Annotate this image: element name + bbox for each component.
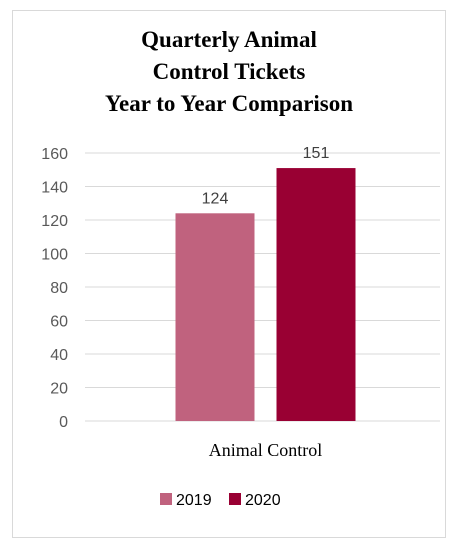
chart-title: Quarterly Animal Control Tickets Year to… bbox=[12, 24, 446, 120]
legend-swatch-2020 bbox=[229, 493, 241, 505]
chart-title-line-2: Control Tickets bbox=[152, 59, 306, 84]
data-label-2020: 151 bbox=[303, 145, 330, 162]
y-axis: 0 20 40 60 80 100 120 140 160 bbox=[41, 146, 68, 431]
x-axis: Animal Control bbox=[209, 440, 323, 460]
category-label: Animal Control bbox=[209, 440, 323, 460]
y-tick-label: 40 bbox=[50, 347, 68, 364]
y-tick-label: 20 bbox=[50, 381, 68, 398]
bar-2020 bbox=[276, 168, 356, 421]
chart-title-line-1: Quarterly Animal bbox=[141, 27, 317, 52]
legend: 2019 2020 bbox=[160, 492, 281, 509]
gridlines bbox=[85, 152, 440, 422]
bars: 124 151 bbox=[175, 145, 356, 421]
legend-swatch-2019 bbox=[160, 493, 172, 505]
y-tick-label: 60 bbox=[50, 314, 68, 331]
legend-label-2019: 2019 bbox=[176, 492, 212, 509]
y-tick-label: 160 bbox=[41, 146, 68, 163]
data-label-2019: 124 bbox=[202, 190, 229, 207]
bar-2019 bbox=[175, 213, 255, 421]
chart-title-line-3: Year to Year Comparison bbox=[104, 91, 354, 116]
y-tick-label: 80 bbox=[50, 280, 68, 297]
legend-label-2020: 2020 bbox=[245, 492, 281, 509]
y-tick-label: 140 bbox=[41, 180, 68, 197]
y-tick-label: 0 bbox=[59, 414, 68, 431]
y-tick-label: 120 bbox=[41, 213, 68, 230]
y-tick-label: 100 bbox=[41, 247, 68, 264]
